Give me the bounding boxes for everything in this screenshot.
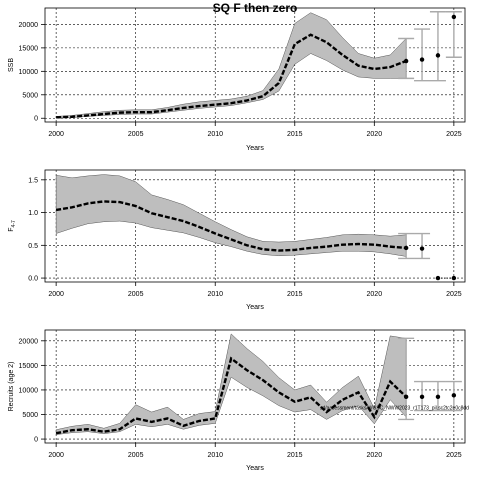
annotation-stamp: sd/assessment/tasks/WGSC_NWW2023_r1T173_… <box>320 406 469 412</box>
y-tick-label: 20000 <box>19 22 39 29</box>
y-axis-label: SSB <box>8 58 15 72</box>
median-line <box>56 33 407 119</box>
y-axis-label: F4-7 <box>8 220 17 232</box>
x-tick-label: 2005 <box>128 291 144 298</box>
recruits-panel: 2000 2005 2010 2015 2020 2025 0 5000 10000 15000 2… <box>8 329 469 472</box>
x-tick-label: 2020 <box>367 291 383 298</box>
y-tick-label: 15000 <box>19 45 39 52</box>
fishing-mortality-panel: 2000 2005 2010 2015 2020 2025 0.0 0.5 1.0 1.5 Year… <box>8 169 466 311</box>
x-tick-label: 2025 <box>446 131 462 138</box>
x-tick-label: 2020 <box>367 452 383 459</box>
confidence-band <box>55 174 407 257</box>
x-tick-label: 2000 <box>48 131 64 138</box>
x-axis-label: Years <box>246 145 264 152</box>
x-tick-label: 2025 <box>446 452 462 459</box>
plot-frame <box>44 329 466 444</box>
projection-point <box>419 246 425 251</box>
x-tick-label: 2015 <box>287 452 303 459</box>
x-tick-label: 2005 <box>128 131 144 138</box>
plot-frame <box>44 7 466 123</box>
projection-point <box>419 394 425 400</box>
projection-point <box>403 58 409 64</box>
y-tick-label: 5000 <box>22 412 38 419</box>
x-tick-label: 2015 <box>287 291 303 298</box>
confidence-band <box>55 333 407 435</box>
projection-point <box>435 53 441 58</box>
x-tick-label: 2010 <box>207 131 223 138</box>
median-line <box>55 356 407 435</box>
x-tick-label: 2000 <box>48 452 64 459</box>
y-tick-label: 5000 <box>22 92 38 99</box>
y-tick-label: 10000 <box>19 387 39 394</box>
projection-point <box>451 14 457 20</box>
projection-point <box>451 393 457 398</box>
projection-point <box>403 394 409 400</box>
y-tick-label: 1.0 <box>28 210 38 217</box>
x-tick-label: 2010 <box>207 291 223 298</box>
x-tick-label: 2015 <box>287 131 303 138</box>
x-tick-label: 2025 <box>446 291 462 298</box>
y-tick-label: 0.5 <box>28 243 38 250</box>
projection-point <box>403 245 409 251</box>
y-axis-label: Recruits (age 2) <box>8 362 15 412</box>
plot-frame <box>44 169 466 283</box>
y-tick-label: 0 <box>34 437 38 444</box>
y-tick-label: 0 <box>34 116 38 123</box>
y-tick-label: 0.0 <box>28 276 38 283</box>
confidence-band <box>55 12 407 119</box>
x-axis-label: Years <box>246 465 264 472</box>
x-axis-label: Years <box>246 304 264 311</box>
y-tick-label: 1.5 <box>28 177 38 184</box>
projection-point <box>419 57 425 62</box>
projection-point <box>435 275 441 281</box>
x-tick-label: 2000 <box>48 291 64 298</box>
x-tick-label: 2020 <box>367 131 383 138</box>
x-tick-label: 2005 <box>128 452 144 459</box>
projection-point <box>435 394 441 400</box>
y-tick-label: 15000 <box>19 363 39 370</box>
ssb-panel: 2000 2005 2010 2015 2020 2025 0 5000 10000 15000 2… <box>8 7 466 152</box>
y-tick-label: 10000 <box>19 69 39 76</box>
median-line <box>55 200 407 252</box>
y-axis-label-subscript: 4-7 <box>11 220 17 227</box>
x-tick-label: 2010 <box>207 452 223 459</box>
y-tick-label: 20000 <box>19 338 39 345</box>
